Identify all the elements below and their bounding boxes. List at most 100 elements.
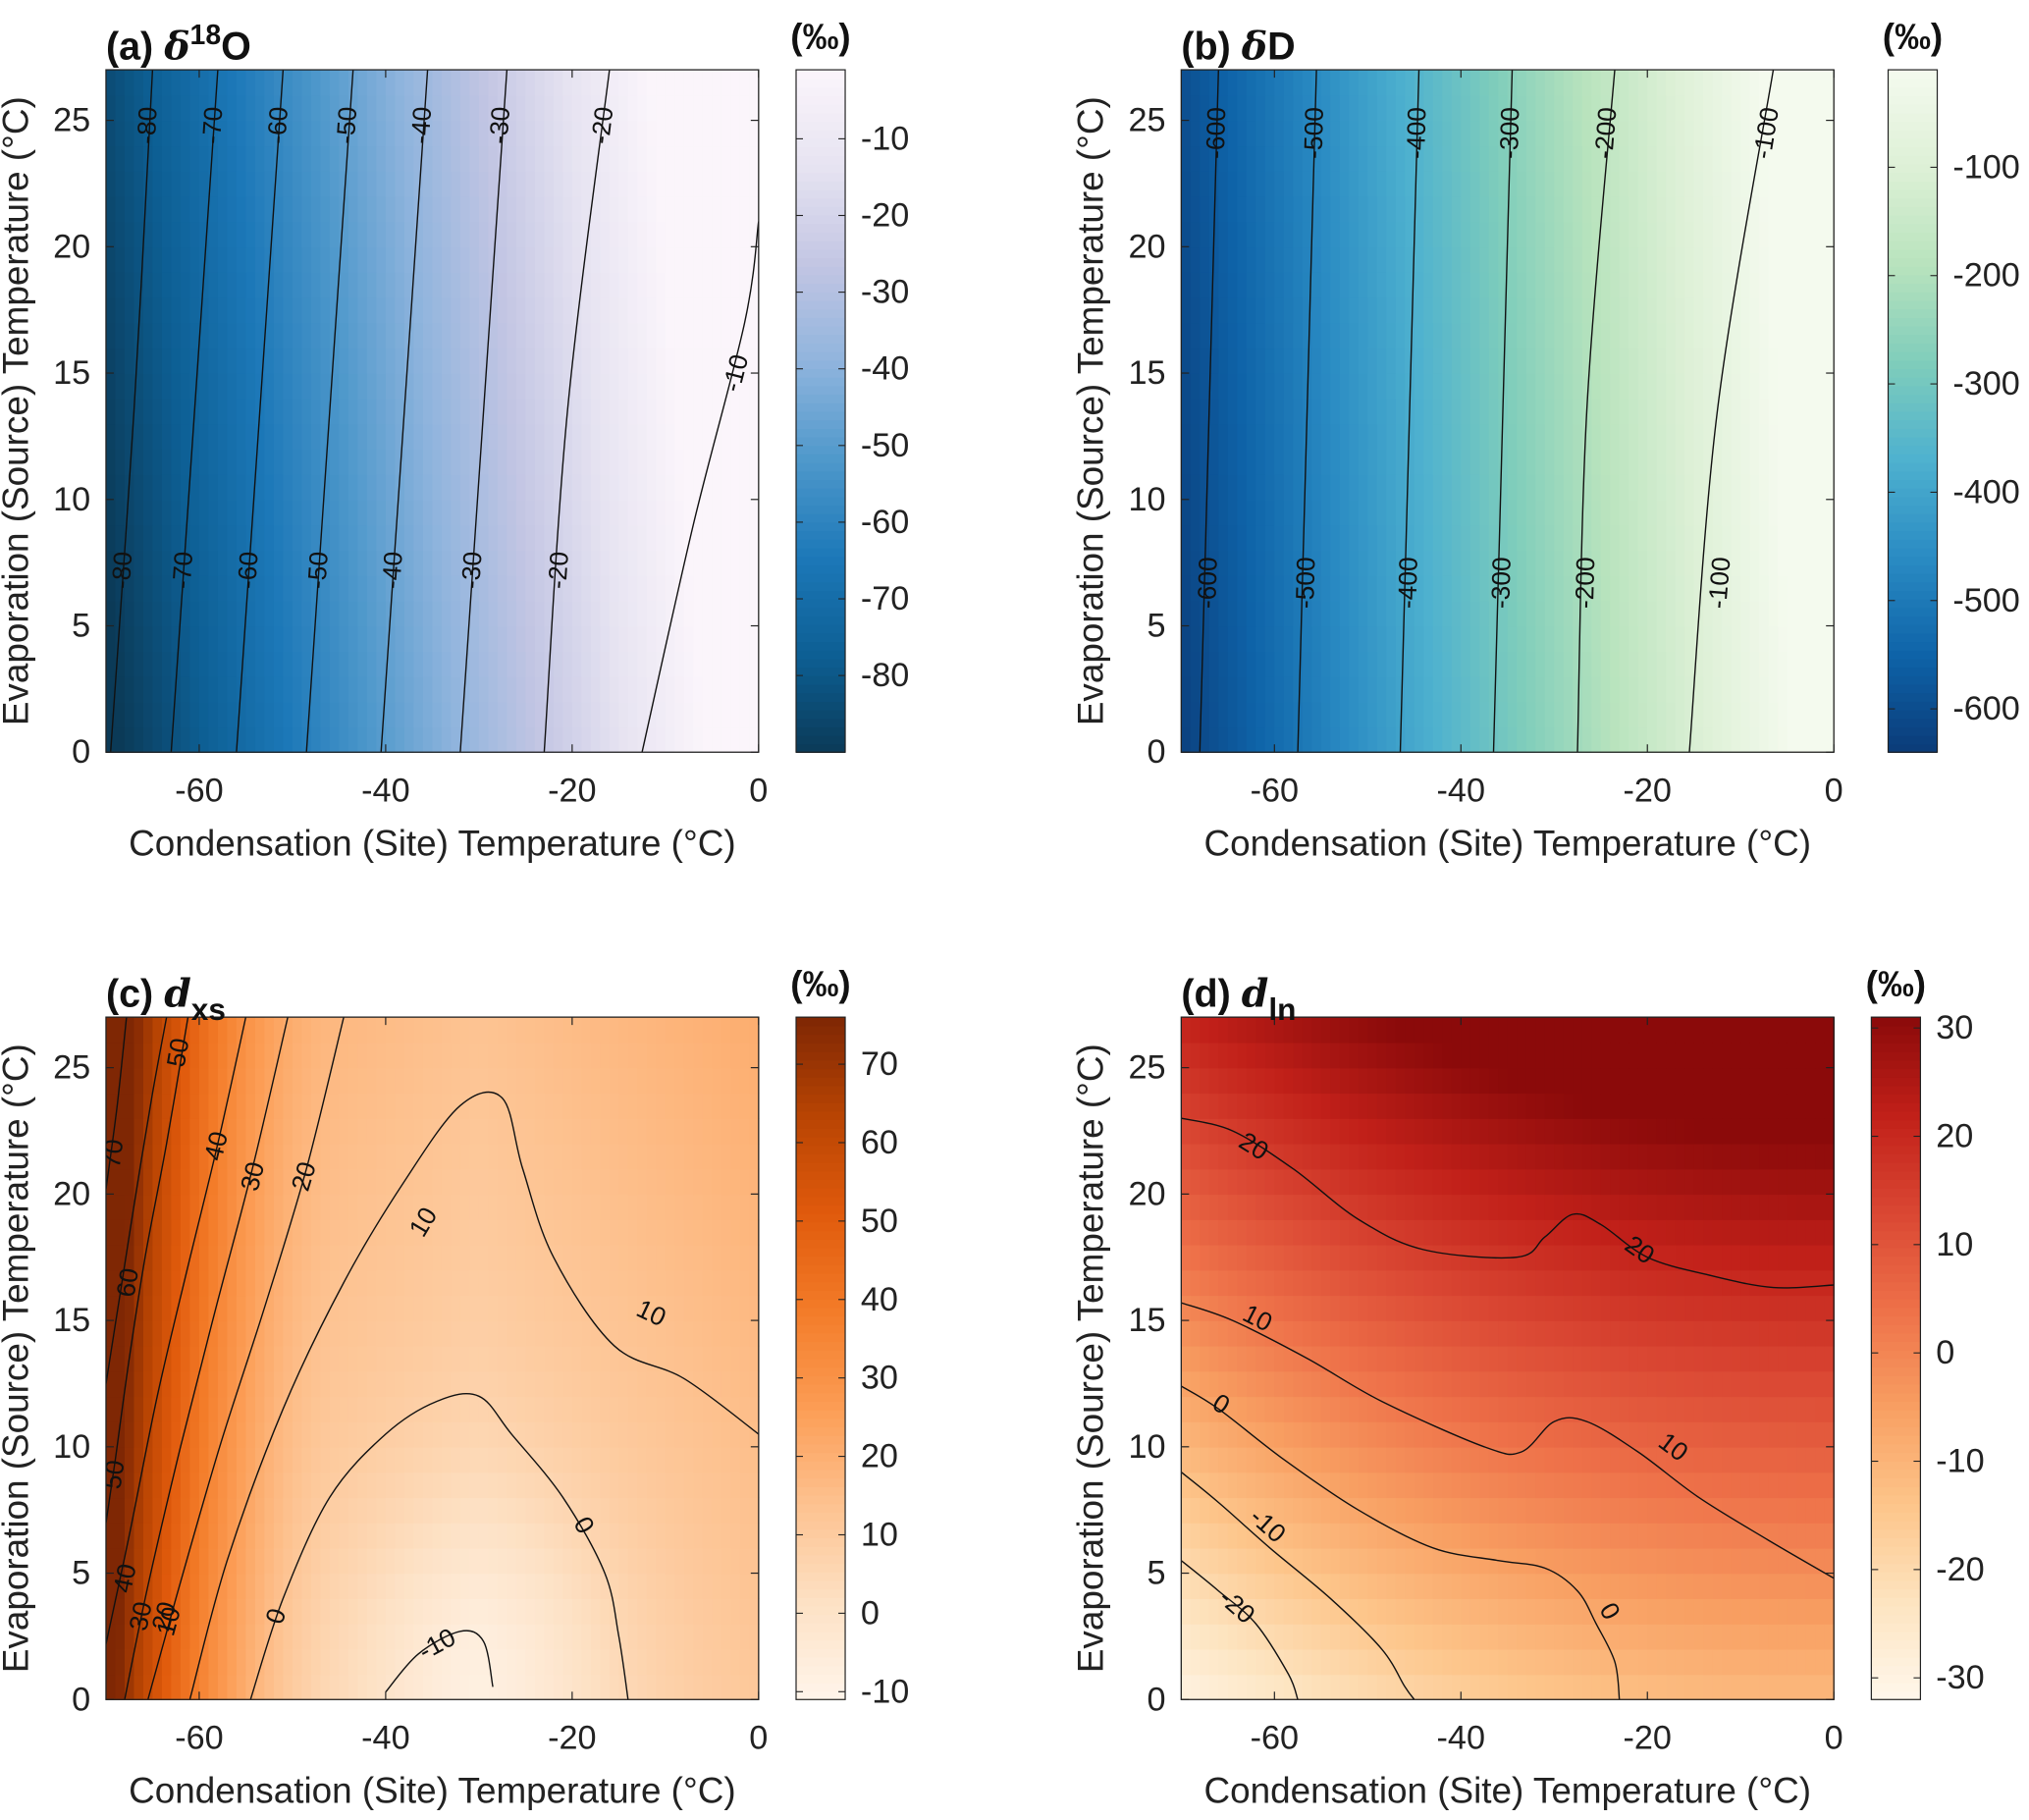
heatmap-cell xyxy=(348,1371,358,1398)
heatmap-cell xyxy=(693,651,703,677)
y-tick-label: 20 xyxy=(53,228,90,265)
contour-label: -40 xyxy=(376,551,408,590)
heatmap-cell xyxy=(311,1472,321,1499)
heatmap-cell xyxy=(1303,70,1312,96)
heatmap-cell xyxy=(1750,474,1760,501)
heatmap-cell xyxy=(245,1523,255,1549)
heatmap-cell xyxy=(693,399,703,425)
heatmap-cell xyxy=(311,348,321,374)
heatmap-cell xyxy=(1676,272,1685,298)
heatmap-cell xyxy=(1713,651,1723,677)
heatmap-cell xyxy=(666,246,675,272)
heatmap-cell xyxy=(116,1346,126,1372)
heatmap-cell xyxy=(274,1447,284,1473)
heatmap-cell xyxy=(208,145,218,172)
heatmap-cell xyxy=(562,246,572,272)
heatmap-cell xyxy=(1759,246,1769,272)
heatmap-cell xyxy=(1377,550,1387,576)
heatmap-cell xyxy=(293,1472,302,1499)
heatmap-cell xyxy=(674,500,684,526)
heatmap-cell xyxy=(693,297,703,324)
colorbar-segment xyxy=(796,556,845,565)
heatmap-cell xyxy=(311,1574,321,1600)
heatmap-cell xyxy=(1778,676,1788,703)
heatmap-cell xyxy=(357,676,367,703)
heatmap-cell xyxy=(1554,171,1564,197)
heatmap-cell xyxy=(367,1574,377,1600)
heatmap-cell xyxy=(647,424,657,451)
heatmap-cell xyxy=(544,272,554,298)
heatmap-cell xyxy=(1778,601,1788,627)
heatmap-cell xyxy=(293,651,302,677)
heatmap-cell xyxy=(320,297,330,324)
heatmap-cell xyxy=(1582,727,1592,754)
heatmap-cell xyxy=(656,424,666,451)
heatmap-cell xyxy=(1274,500,1284,526)
heatmap-cell xyxy=(1610,196,1620,223)
heatmap-cell xyxy=(1247,651,1256,677)
heatmap-cell xyxy=(1479,145,1489,172)
heatmap-cell xyxy=(1423,399,1433,425)
heatmap-cell xyxy=(386,1270,396,1297)
heatmap-cell xyxy=(264,651,274,677)
heatmap-cell xyxy=(1340,297,1350,324)
heatmap-cell xyxy=(1274,601,1284,627)
heatmap-cell xyxy=(1293,246,1303,272)
heatmap-cell xyxy=(301,1017,311,1044)
heatmap-cell xyxy=(749,449,759,475)
heatmap-cell xyxy=(488,575,498,602)
heatmap-cell xyxy=(367,1068,377,1095)
heatmap-cell xyxy=(283,424,293,451)
colorbar-segment xyxy=(1888,181,1937,190)
heatmap-cell xyxy=(1349,601,1359,627)
heatmap-cell xyxy=(301,70,311,96)
heatmap-cell xyxy=(255,1649,265,1676)
heatmap-cell xyxy=(1330,272,1340,298)
heatmap-cell xyxy=(1647,550,1657,576)
heatmap-cell xyxy=(740,449,750,475)
heatmap-cell xyxy=(572,601,582,627)
heatmap-cell xyxy=(581,399,591,425)
heatmap-cell xyxy=(386,727,396,754)
heatmap-cell xyxy=(283,474,293,501)
heatmap-cell xyxy=(162,1675,172,1701)
heatmap-cell xyxy=(1629,449,1638,475)
heatmap-cell xyxy=(1321,246,1331,272)
heatmap-cell xyxy=(274,1523,284,1549)
heatmap-cell xyxy=(1293,676,1303,703)
heatmap-cell xyxy=(1423,449,1433,475)
heatmap-cell xyxy=(283,323,293,349)
heatmap-cell xyxy=(171,1548,181,1575)
heatmap-cell xyxy=(376,1447,386,1473)
heatmap-cell xyxy=(311,1649,321,1676)
heatmap-cell xyxy=(1573,171,1582,197)
heatmap-cell xyxy=(1247,550,1256,576)
heatmap-cell xyxy=(581,171,591,197)
heatmap-cell xyxy=(1545,601,1555,627)
heatmap-cell xyxy=(116,727,126,754)
heatmap-cell xyxy=(1200,222,1209,248)
heatmap-cell xyxy=(507,575,516,602)
heatmap-cell xyxy=(264,500,274,526)
heatmap-cell xyxy=(684,272,694,298)
heatmap-cell xyxy=(1274,323,1284,349)
heatmap-cell xyxy=(320,1219,330,1246)
heatmap-cell xyxy=(357,1472,367,1499)
heatmap-cell xyxy=(171,1649,181,1676)
heatmap-cell xyxy=(320,1523,330,1549)
heatmap-cell xyxy=(189,1093,199,1119)
heatmap-cell xyxy=(749,145,759,172)
heatmap-cell xyxy=(1759,373,1769,400)
heatmap-cell xyxy=(283,222,293,248)
heatmap-cell xyxy=(525,550,535,576)
heatmap-cell xyxy=(749,575,759,602)
heatmap-cell xyxy=(749,702,759,728)
heatmap-cell xyxy=(1181,500,1191,526)
heatmap-cell xyxy=(1666,121,1676,147)
heatmap-cell xyxy=(1237,348,1247,374)
heatmap-cell xyxy=(395,727,404,754)
heatmap-cell xyxy=(116,1497,126,1524)
heatmap-cell xyxy=(554,626,563,653)
heatmap-cell xyxy=(357,1497,367,1524)
heatmap-cell xyxy=(208,1093,218,1119)
